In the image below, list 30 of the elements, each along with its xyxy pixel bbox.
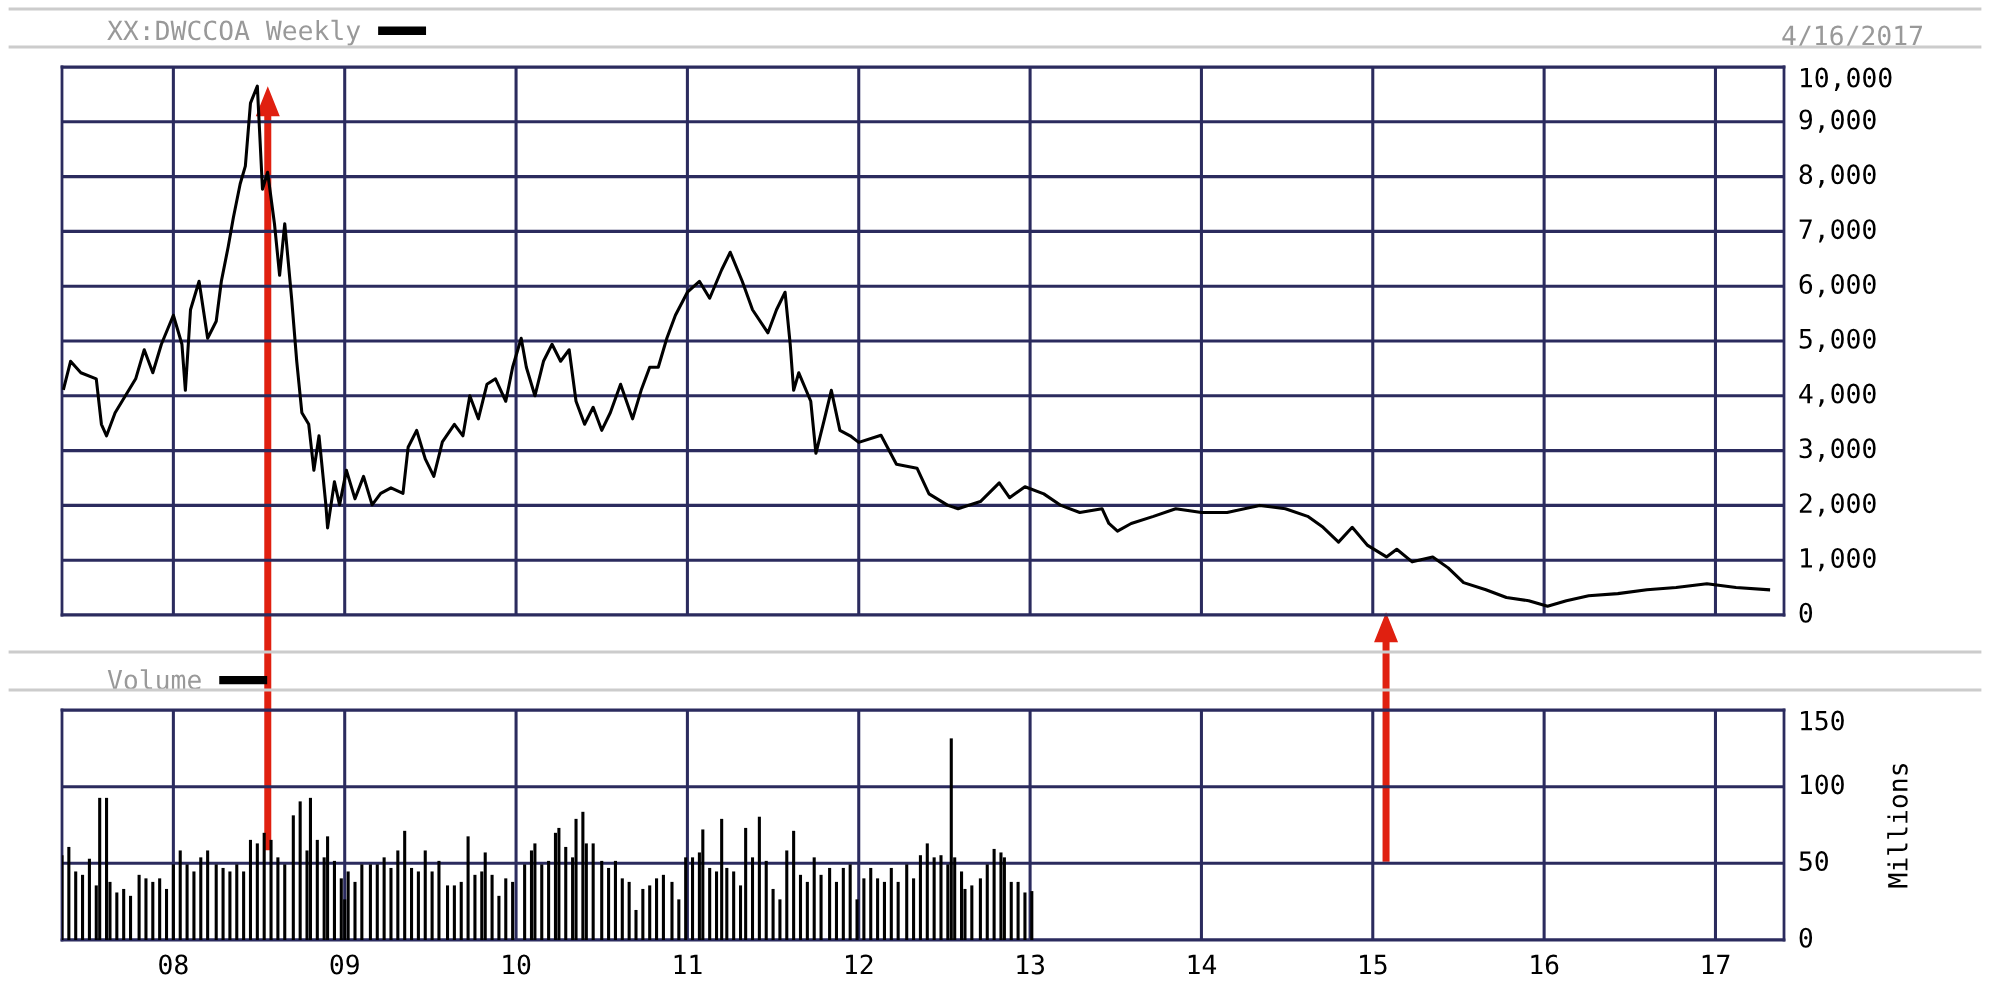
x-tick-label: 16 <box>1531 954 1559 975</box>
y-tick-label: 0 <box>1799 927 1813 948</box>
x-tick-label: 08 <box>159 954 188 975</box>
x-tick-label: 12 <box>846 954 873 975</box>
y-tick-label: 10,000 <box>1801 67 1892 91</box>
text: 4/16/2017 <box>1782 25 1923 48</box>
x-tick-label: 13 <box>1017 954 1044 975</box>
line-series <box>62 84 1771 608</box>
y-tick-label: 7,000 <box>1799 219 1876 243</box>
y-tick-label: 2,000 <box>1799 493 1876 517</box>
y-tick-label: 150 <box>1801 710 1844 731</box>
x-tick-label: 09 <box>330 954 359 975</box>
y-tick-label: 6,000 <box>1799 273 1876 298</box>
y-tick-label: 3,000 <box>1799 438 1876 462</box>
y-tick-label: 8,000 <box>1799 164 1876 188</box>
x-tick-label: 10 <box>503 954 531 975</box>
y-tick-label: 9,000 <box>1799 109 1876 133</box>
y-tick-label: 1,000 <box>1801 547 1876 572</box>
legend-label: XX:DWCCOA Weekly <box>107 19 361 46</box>
y-tick-label: 100 <box>1801 774 1844 795</box>
y-axis-title: Millions <box>1887 764 1908 888</box>
y-tick-label: 0 <box>1799 602 1813 623</box>
legend-label: Volume <box>107 669 201 690</box>
x-tick-label: 11 <box>674 954 702 975</box>
x-tick-label: 15 <box>1360 954 1387 975</box>
x-tick-label: 14 <box>1188 954 1217 975</box>
y-tick-label: 4,000 <box>1799 383 1876 407</box>
y-tick-label: 50 <box>1799 851 1828 872</box>
x-tick-label: 17 <box>1702 954 1730 975</box>
y-tick-label: 5,000 <box>1799 328 1876 353</box>
